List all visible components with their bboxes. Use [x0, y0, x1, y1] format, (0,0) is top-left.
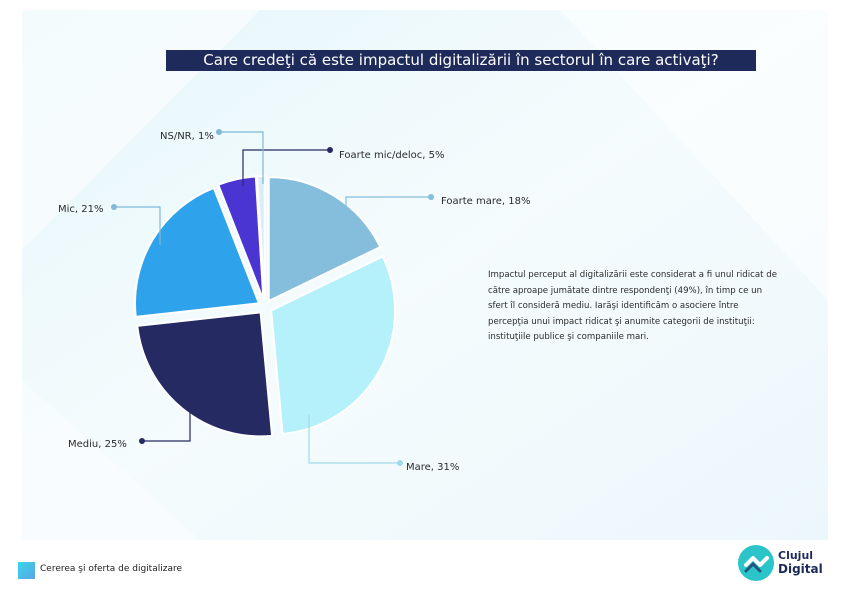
- pie-slice-ns-nr: [256, 174, 266, 301]
- leader-mic: [114, 206, 161, 245]
- leader-mic-dot: [111, 204, 117, 210]
- leader-mediu: [142, 408, 191, 442]
- cluj-digital-logo: Clujul Digital: [736, 543, 826, 583]
- commentary-text: Impactul perceput al digitalizării este …: [488, 270, 777, 343]
- pie-slice-mic: [134, 186, 261, 318]
- leader-foarte-mare: [345, 196, 431, 262]
- pie-slice-mare: [270, 255, 397, 435]
- slice-label-ns-nr: NS/NR, 1%: [160, 131, 214, 142]
- leader-foarte-mic-dot: [327, 147, 333, 153]
- slice-label-mediu: Mediu, 25%: [68, 439, 127, 450]
- leader-foarte-mare-dot: [428, 194, 434, 200]
- leader-ns-nr: [219, 131, 264, 184]
- cluj-digital-logo-icon: [738, 545, 774, 581]
- leader-mediu-dot: [139, 438, 145, 444]
- leader-ns-nr-dot: [216, 129, 222, 135]
- pie-slice-mediu: [136, 311, 274, 438]
- pie-slice-foarte-mic: [216, 175, 265, 301]
- logo-text-line2: Digital: [778, 562, 823, 576]
- logo-text-line1: Clujul: [778, 549, 814, 562]
- leader-foarte-mic: [242, 149, 330, 186]
- chart-title: Care credeţi că este impactul digitaliză…: [166, 50, 756, 71]
- slice-label-mic: Mic, 21%: [58, 204, 104, 215]
- slice-label-foarte-mic: Foarte mic/deloc, 5%: [339, 150, 445, 161]
- slice-label-mare: Mare, 31%: [406, 462, 459, 473]
- slice-label-foarte-mare: Foarte mare, 18%: [441, 196, 531, 207]
- footer-label: Cererea şi oferta de digitalizare: [40, 564, 183, 574]
- leader-mare: [308, 415, 400, 464]
- leader-mare-dot: [397, 460, 403, 466]
- pie-slice-foarte-mare: [267, 176, 382, 303]
- footer-swatch: [18, 562, 35, 579]
